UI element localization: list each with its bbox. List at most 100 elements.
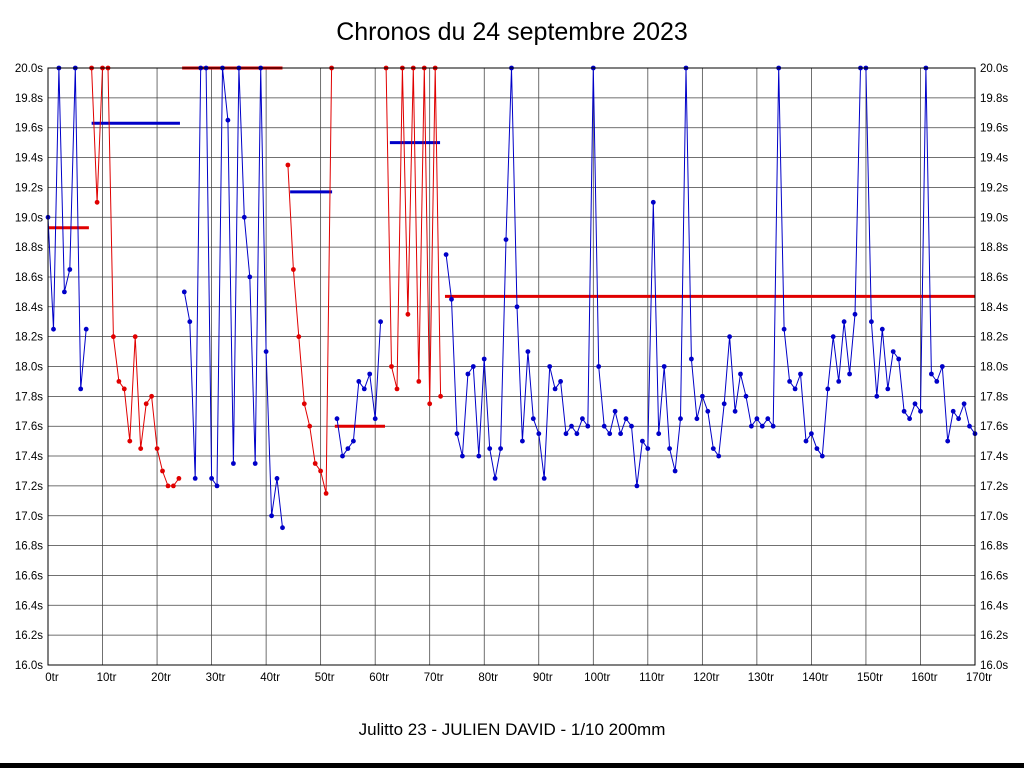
lap-time-line xyxy=(47,67,87,389)
lap-time-point xyxy=(890,349,896,354)
y-tick-label: 16.0s xyxy=(15,660,43,672)
x-tick-label: 120tr xyxy=(693,672,719,684)
lap-time-point xyxy=(907,416,912,422)
y-tick-label: 16.4s xyxy=(980,600,1008,612)
lap-time-line xyxy=(336,321,382,458)
lap-time-point xyxy=(541,476,547,481)
y-tick-label: 19.2s xyxy=(980,182,1008,194)
lap-time-point xyxy=(51,326,56,332)
lap-time-point xyxy=(356,379,362,384)
y-tick-label: 17.0s xyxy=(15,511,43,523)
x-axis-labels: 0tr 10tr 20tr 30tr 40tr 50tr 60tr 70tr 80tr 90tr 1… xyxy=(45,672,992,684)
lap-time-point xyxy=(323,491,329,496)
y-tick-label: 19.0s xyxy=(15,212,43,224)
lap-time-point xyxy=(285,162,291,168)
lap-time-point xyxy=(798,371,803,377)
lap-time-point xyxy=(661,364,667,369)
lap-time-point xyxy=(127,438,133,444)
lap-time-point xyxy=(530,416,536,422)
lap-time-line xyxy=(445,67,976,486)
y-tick-label: 19.0s xyxy=(980,212,1008,224)
lap-time-point xyxy=(847,371,852,377)
lap-time-point xyxy=(187,319,193,325)
lap-time-point xyxy=(939,364,945,369)
lap-time-point xyxy=(759,423,765,429)
y-tick-label: 16.6s xyxy=(980,570,1008,582)
lap-time-point xyxy=(351,438,356,444)
lap-time-point xyxy=(340,453,345,459)
y-tick-label: 20.0s xyxy=(980,63,1008,75)
x-tick-label: 130tr xyxy=(748,672,774,684)
lap-time-point xyxy=(743,393,749,399)
lap-time-point xyxy=(438,393,443,399)
lap-time-point xyxy=(225,117,231,123)
lap-time-point xyxy=(672,468,678,474)
lap-time-point xyxy=(596,364,602,369)
lap-time-point xyxy=(678,416,683,422)
lap-time-point xyxy=(454,431,460,437)
y-tick-label: 19.8s xyxy=(980,93,1008,105)
lap-time-point xyxy=(934,379,940,384)
lap-time-point xyxy=(585,423,591,429)
x-tick-label: 70tr xyxy=(424,672,444,684)
lap-time-point xyxy=(160,468,165,474)
lap-time-point xyxy=(950,408,956,414)
x-tick-label: 110tr xyxy=(639,672,665,684)
chart-subtitle: Julitto 23 - JULIEN DAVID - 1/10 200mm xyxy=(359,720,666,739)
y-tick-label: 18.6s xyxy=(980,272,1008,284)
lap-time-point xyxy=(143,401,149,407)
y-tick-label: 16.8s xyxy=(15,541,43,553)
lap-time-point xyxy=(901,408,907,414)
lap-time-point xyxy=(94,199,100,205)
lap-time-point xyxy=(694,416,700,422)
lap-time-point xyxy=(121,386,127,392)
lap-time-point xyxy=(252,461,258,466)
x-tick-label: 170tr xyxy=(966,672,992,684)
lap-time-point xyxy=(967,423,972,429)
y-tick-label: 17.2s xyxy=(15,481,43,493)
y-tick-label: 16.2s xyxy=(15,630,43,642)
lap-time-point xyxy=(667,446,672,451)
lap-time-point xyxy=(498,446,503,451)
y-tick-label: 19.2s xyxy=(15,182,43,194)
lap-time-point xyxy=(520,438,525,444)
lap-time-point xyxy=(62,289,67,295)
y-tick-label: 19.4s xyxy=(15,153,43,165)
y-tick-label: 18.8s xyxy=(980,242,1008,254)
lap-time-point xyxy=(612,408,618,414)
lap-time-point xyxy=(569,423,574,429)
y-tick-label: 16.2s xyxy=(980,630,1008,642)
lap-time-line xyxy=(385,67,442,404)
y-tick-label: 18.4s xyxy=(15,302,43,314)
lap-time-line xyxy=(183,67,283,528)
lap-time-point xyxy=(956,416,961,422)
lap-time-point xyxy=(367,371,373,377)
lap-time-point xyxy=(460,453,465,459)
lap-time-point xyxy=(574,431,580,437)
lap-time-point xyxy=(405,311,411,317)
x-tick-label: 30tr xyxy=(206,672,226,684)
y-tick-label: 16.0s xyxy=(980,660,1008,672)
lap-time-point xyxy=(607,431,613,437)
lap-time-point xyxy=(176,476,182,481)
y-tick-label: 18.0s xyxy=(980,362,1008,374)
lap-time-point xyxy=(896,356,902,362)
lap-time-point xyxy=(912,401,918,407)
lap-time-point xyxy=(83,326,89,332)
lap-time-point xyxy=(427,401,433,407)
lap-time-point xyxy=(918,408,923,414)
lap-time-point xyxy=(618,431,623,437)
lap-time-point xyxy=(307,423,313,429)
lap-time-point xyxy=(754,416,760,422)
lap-time-point xyxy=(154,446,160,451)
lap-time-point xyxy=(879,326,885,332)
lap-time-point xyxy=(481,356,487,362)
y-tick-label: 16.4s xyxy=(15,600,43,612)
y-tick-label: 18.4s xyxy=(980,302,1008,314)
lap-time-point xyxy=(138,446,144,451)
y-tick-label: 16.8s xyxy=(980,541,1008,553)
lap-time-point xyxy=(825,386,831,392)
grid-lines xyxy=(47,67,976,666)
